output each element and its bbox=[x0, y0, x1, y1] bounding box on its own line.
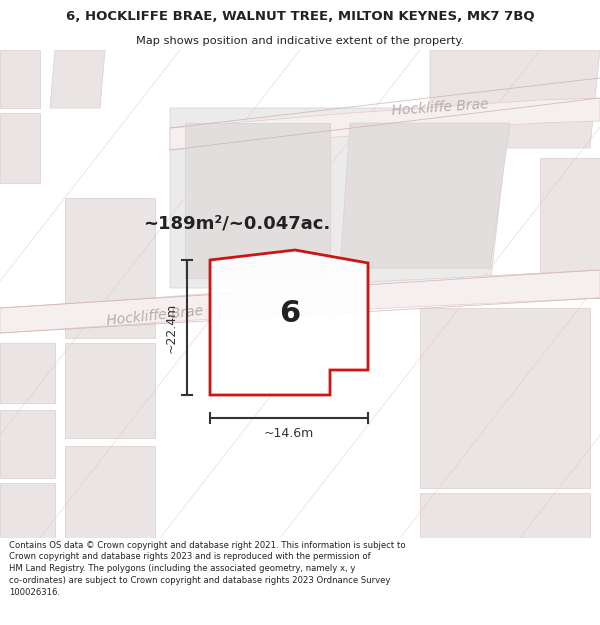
Polygon shape bbox=[0, 50, 40, 108]
Text: Contains OS data © Crown copyright and database right 2021. This information is : Contains OS data © Crown copyright and d… bbox=[9, 541, 406, 597]
Polygon shape bbox=[0, 270, 600, 333]
Polygon shape bbox=[420, 493, 590, 538]
Text: Map shows position and indicative extent of the property.: Map shows position and indicative extent… bbox=[136, 36, 464, 46]
Polygon shape bbox=[170, 98, 600, 150]
Polygon shape bbox=[0, 113, 40, 183]
Text: 6, HOCKLIFFE BRAE, WALNUT TREE, MILTON KEYNES, MK7 7BQ: 6, HOCKLIFFE BRAE, WALNUT TREE, MILTON K… bbox=[65, 10, 535, 23]
Polygon shape bbox=[210, 250, 368, 395]
Polygon shape bbox=[0, 343, 55, 403]
Text: 6: 6 bbox=[280, 299, 301, 328]
Polygon shape bbox=[420, 308, 590, 488]
Polygon shape bbox=[185, 123, 330, 278]
Text: ~189m²/~0.047ac.: ~189m²/~0.047ac. bbox=[143, 215, 330, 233]
Polygon shape bbox=[50, 50, 105, 108]
Polygon shape bbox=[170, 108, 510, 288]
Polygon shape bbox=[65, 198, 155, 338]
Polygon shape bbox=[0, 483, 55, 538]
Text: Hockliffe Brae: Hockliffe Brae bbox=[391, 98, 489, 118]
Polygon shape bbox=[65, 446, 155, 538]
Polygon shape bbox=[540, 158, 600, 298]
Text: ~22.4m: ~22.4m bbox=[165, 302, 178, 352]
Polygon shape bbox=[430, 50, 600, 148]
Text: Hockliffe Brae: Hockliffe Brae bbox=[106, 304, 204, 328]
Polygon shape bbox=[0, 410, 55, 478]
Polygon shape bbox=[340, 123, 510, 268]
Polygon shape bbox=[65, 343, 155, 438]
Text: ~14.6m: ~14.6m bbox=[264, 427, 314, 440]
